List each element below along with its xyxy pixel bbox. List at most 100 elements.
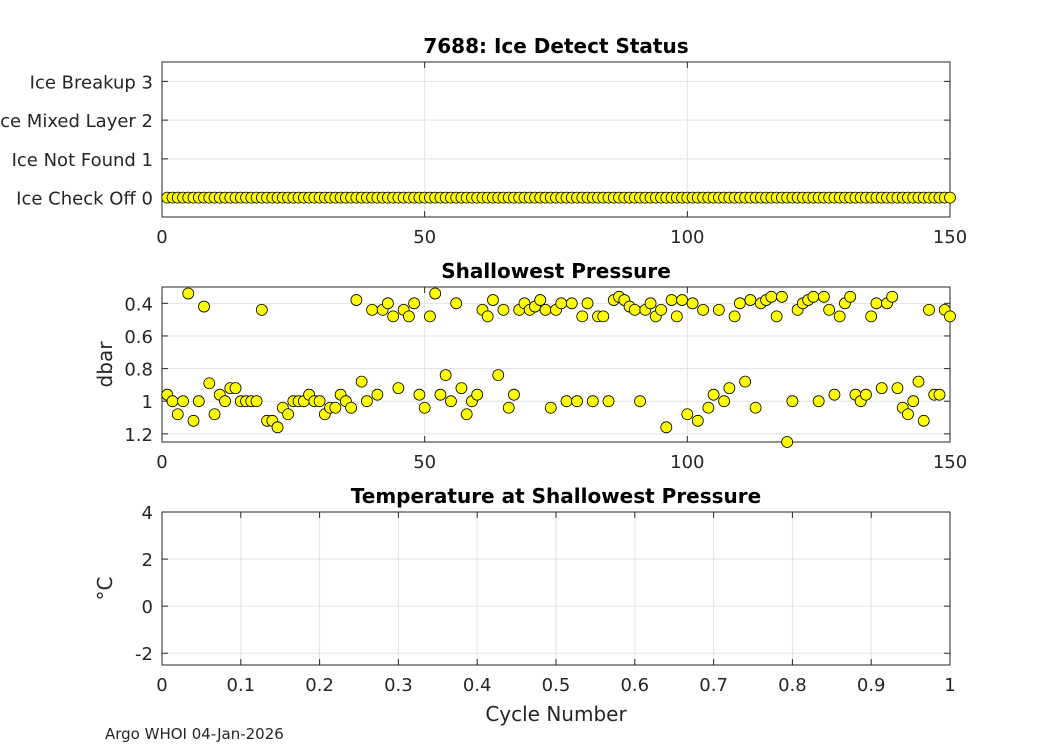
data-point bbox=[844, 290, 857, 303]
data-point bbox=[198, 300, 210, 313]
data-point bbox=[408, 297, 421, 310]
y-axis-label: dbar bbox=[93, 341, 117, 388]
data-point bbox=[723, 382, 736, 395]
x-tick-label: 0.1 bbox=[226, 675, 255, 696]
data-point bbox=[634, 395, 646, 408]
data-point bbox=[502, 401, 515, 414]
y-tick-label: Ice Check Off 0 bbox=[16, 189, 153, 210]
data-point bbox=[187, 414, 200, 427]
data-point bbox=[192, 395, 205, 408]
data-point bbox=[203, 377, 216, 390]
data-point bbox=[555, 297, 568, 310]
data-point bbox=[560, 395, 573, 408]
data-point bbox=[360, 395, 373, 408]
data-point bbox=[860, 388, 872, 401]
x-tick-label: 50 bbox=[413, 227, 436, 248]
chart-title: Temperature at Shallowest Pressure bbox=[351, 484, 761, 508]
data-point bbox=[424, 310, 436, 323]
x-tick-label: 0.3 bbox=[384, 675, 413, 696]
data-point bbox=[781, 436, 794, 448]
data-point bbox=[177, 395, 189, 408]
data-point bbox=[718, 395, 731, 408]
data-point bbox=[166, 395, 179, 408]
data-point bbox=[707, 388, 720, 401]
y-tick-label: 1.2 bbox=[124, 425, 153, 446]
data-point bbox=[902, 408, 914, 421]
data-point bbox=[439, 369, 452, 382]
data-point bbox=[744, 294, 757, 306]
data-point bbox=[534, 294, 547, 306]
y-tick-label: 0.8 bbox=[124, 360, 153, 381]
data-point bbox=[413, 388, 426, 401]
x-tick-label: 150 bbox=[933, 452, 967, 473]
data-point bbox=[597, 310, 610, 323]
data-point bbox=[823, 303, 836, 316]
y-axis-label: °C bbox=[93, 577, 117, 601]
x-tick-label: 150 bbox=[933, 227, 967, 248]
data-point bbox=[907, 395, 920, 408]
data-point bbox=[471, 388, 484, 401]
data-point bbox=[818, 290, 830, 303]
data-point bbox=[602, 395, 615, 408]
axes-box bbox=[161, 286, 951, 443]
data-point bbox=[255, 303, 268, 316]
data-point bbox=[581, 297, 594, 310]
y-tick-label: 0 bbox=[142, 597, 153, 618]
data-point bbox=[944, 191, 956, 204]
x-axis-label: Cycle Number bbox=[485, 702, 627, 726]
data-point bbox=[644, 297, 657, 310]
y-tick-label: -2 bbox=[135, 644, 153, 665]
x-tick-label: 0.2 bbox=[305, 675, 334, 696]
x-tick-label: 100 bbox=[670, 227, 704, 248]
y-tick-label: Ice Mixed Layer 2 bbox=[0, 111, 153, 132]
data-point bbox=[208, 408, 221, 421]
data-point bbox=[450, 297, 463, 310]
x-tick-label: 0.8 bbox=[778, 675, 807, 696]
footer-credit: Argo WHOI 04-Jan-2026 bbox=[105, 725, 284, 743]
data-point bbox=[691, 414, 704, 427]
data-point bbox=[733, 297, 746, 310]
data-point bbox=[271, 421, 284, 434]
data-point bbox=[350, 294, 363, 306]
data-point bbox=[460, 408, 473, 421]
data-point bbox=[912, 375, 925, 388]
data-point bbox=[576, 310, 589, 323]
data-point bbox=[676, 294, 688, 306]
data-point bbox=[434, 388, 447, 401]
data-point bbox=[492, 369, 505, 382]
y-tick-label: 0.4 bbox=[124, 294, 153, 315]
data-point bbox=[812, 395, 825, 408]
axes-box bbox=[161, 61, 951, 218]
data-point bbox=[229, 382, 242, 395]
data-point bbox=[665, 294, 678, 306]
data-point bbox=[770, 310, 783, 323]
data-point bbox=[313, 395, 326, 408]
data-point bbox=[403, 310, 415, 323]
data-point bbox=[539, 303, 552, 316]
data-point bbox=[355, 375, 368, 388]
axes-box bbox=[161, 511, 951, 666]
chart-title: 7688: Ice Detect Status bbox=[423, 34, 688, 58]
data-point bbox=[697, 303, 709, 316]
data-point bbox=[565, 297, 578, 310]
data-point bbox=[865, 310, 878, 323]
data-point bbox=[686, 297, 699, 310]
data-point bbox=[171, 408, 184, 421]
data-point bbox=[765, 290, 778, 303]
data-point bbox=[670, 310, 683, 323]
data-point bbox=[371, 388, 384, 401]
data-point bbox=[833, 310, 846, 323]
data-point bbox=[749, 401, 762, 414]
x-tick-label: 0 bbox=[156, 452, 167, 473]
data-point bbox=[481, 310, 494, 323]
data-point bbox=[429, 287, 442, 300]
x-tick-label: 0 bbox=[156, 227, 167, 248]
data-point bbox=[923, 303, 935, 316]
data-point bbox=[392, 382, 405, 395]
data-point bbox=[544, 401, 557, 414]
x-tick-label: 1 bbox=[944, 675, 955, 696]
data-point bbox=[917, 414, 930, 427]
data-point bbox=[891, 382, 904, 395]
data-point bbox=[418, 401, 431, 414]
